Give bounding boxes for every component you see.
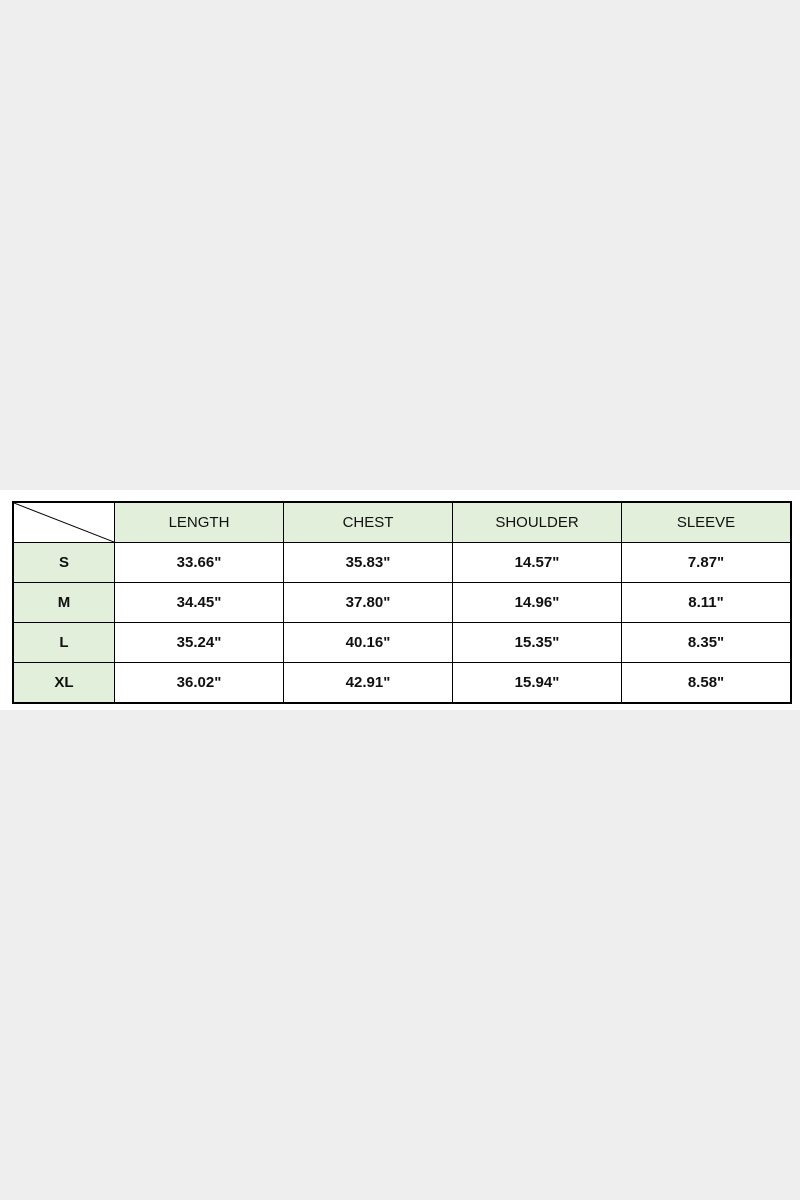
- table-row: M 34.45" 37.80" 14.96" 8.11": [12, 582, 792, 623]
- table-row: S 33.66" 35.83" 14.57" 7.87": [12, 542, 792, 583]
- cell-length: 34.45": [114, 582, 284, 623]
- size-label: XL: [12, 662, 115, 704]
- column-header-chest: CHEST: [283, 501, 453, 543]
- cell-chest: 40.16": [283, 622, 453, 663]
- size-label: L: [12, 622, 115, 663]
- size-chart-table: LENGTH CHEST SHOULDER SLEEVE S 33.66" 35…: [12, 501, 792, 704]
- table-row: XL 36.02" 42.91" 15.94" 8.58": [12, 662, 792, 704]
- cell-sleeve: 8.58": [621, 662, 792, 704]
- cell-length: 36.02": [114, 662, 284, 704]
- cell-shoulder: 14.57": [452, 542, 622, 583]
- diagonal-corner-cell: [12, 501, 115, 543]
- cell-sleeve: 8.11": [621, 582, 792, 623]
- cell-shoulder: 15.94": [452, 662, 622, 704]
- cell-sleeve: 7.87": [621, 542, 792, 583]
- cell-length: 35.24": [114, 622, 284, 663]
- cell-shoulder: 15.35": [452, 622, 622, 663]
- cell-chest: 35.83": [283, 542, 453, 583]
- header-row: LENGTH CHEST SHOULDER SLEEVE: [12, 501, 792, 543]
- size-label: S: [12, 542, 115, 583]
- table-row: L 35.24" 40.16" 15.35" 8.35": [12, 622, 792, 663]
- cell-sleeve: 8.35": [621, 622, 792, 663]
- cell-chest: 42.91": [283, 662, 453, 704]
- column-header-shoulder: SHOULDER: [452, 501, 622, 543]
- cell-length: 33.66": [114, 542, 284, 583]
- cell-shoulder: 14.96": [452, 582, 622, 623]
- cell-chest: 37.80": [283, 582, 453, 623]
- column-header-sleeve: SLEEVE: [621, 501, 792, 543]
- column-header-length: LENGTH: [114, 501, 284, 543]
- size-label: M: [12, 582, 115, 623]
